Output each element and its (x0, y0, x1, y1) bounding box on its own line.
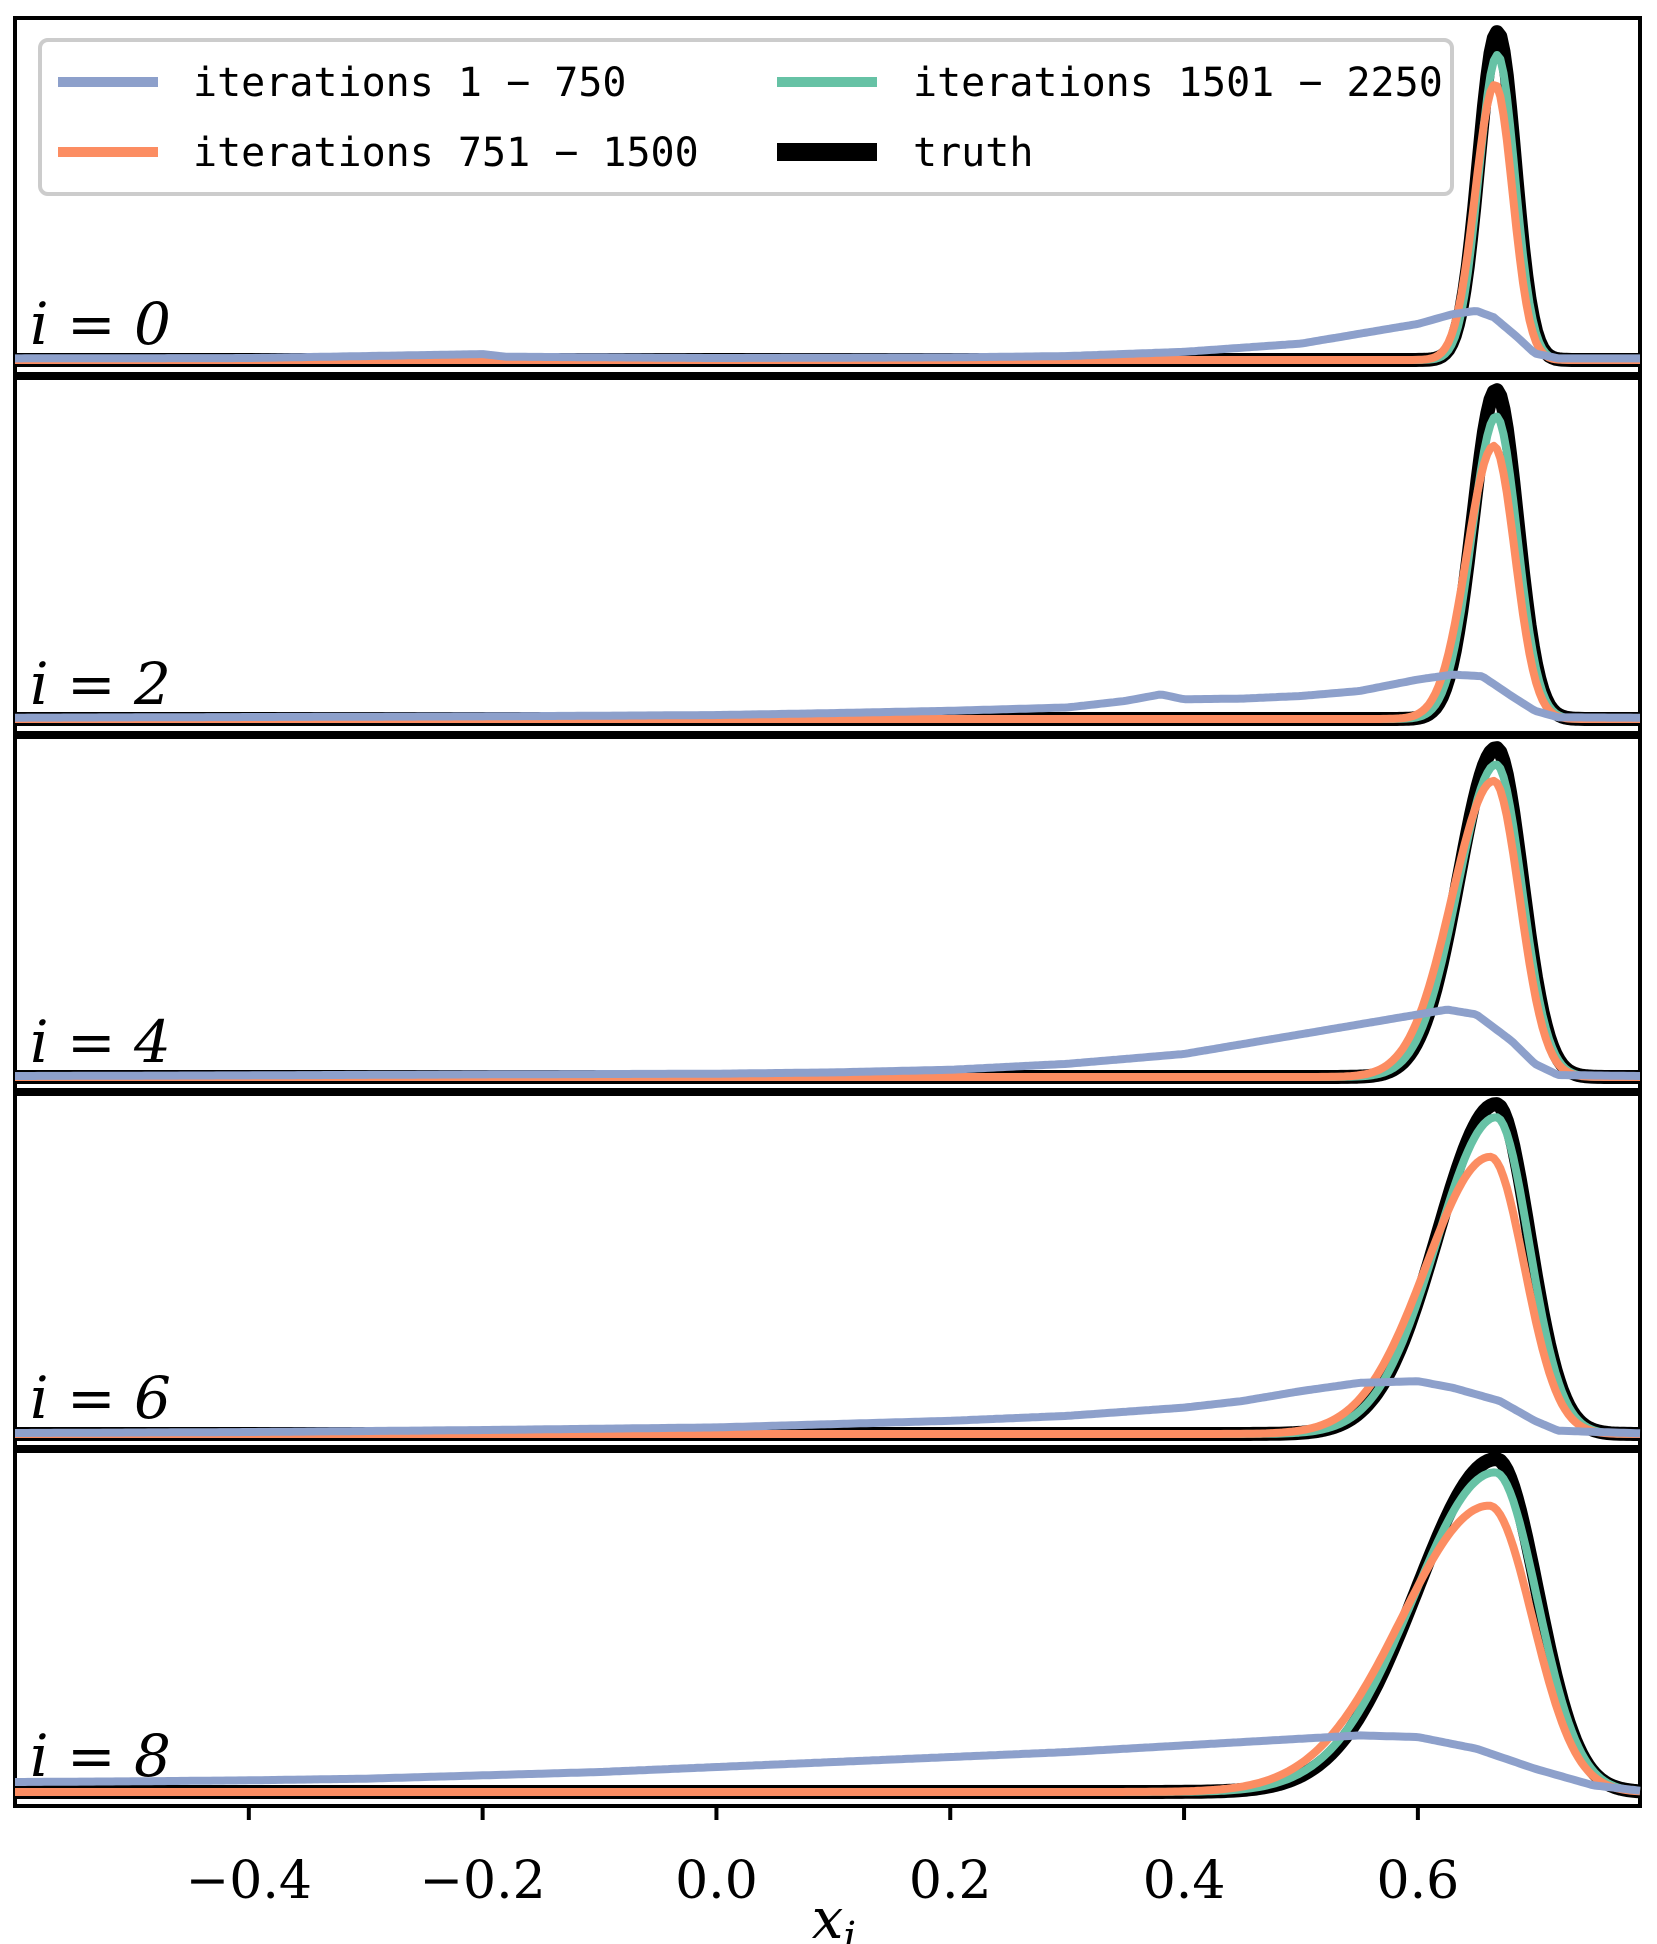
x-tick-label: 0.6 (1377, 1851, 1460, 1911)
panel-1: i = 2 (11, 376, 1644, 735)
legend-label-truth: truth (913, 130, 1033, 176)
panel-label: i = 8 (30, 1722, 171, 1790)
x-tick-label: −0.2 (419, 1851, 545, 1911)
legend-label-mid: iterations 751 − 1500 (193, 130, 699, 176)
panel-frame (13, 1449, 1642, 1808)
early-iterations-line (14, 307, 1641, 363)
legend-label-late: iterations 1501 − 2250 (913, 60, 1443, 106)
x-axis-label: xi (812, 1887, 856, 1944)
legend-label-early: iterations 1 − 750 (193, 60, 626, 106)
panel-4: i = 8 (11, 1449, 1644, 1808)
panel-0: i = 0 (11, 16, 1644, 376)
x-tick-label: 0.4 (1143, 1851, 1226, 1911)
panel-label: i = 2 (30, 650, 171, 718)
late-iterations-line (14, 412, 1641, 723)
panel-frame (13, 735, 1642, 1092)
mid-iterations-line (14, 776, 1641, 1081)
mid-iterations-line (14, 1152, 1641, 1438)
early-iterations-line (14, 670, 1641, 722)
late-iterations-line (14, 760, 1641, 1081)
x-axis: −0.4 −0.2 0.0 0.2 0.4 0.6 (186, 1806, 1460, 1911)
x-tick-label: −0.4 (186, 1851, 312, 1911)
panel-2: i = 4 (11, 735, 1644, 1092)
early-iterations-line (14, 1377, 1641, 1438)
legend-frame (38, 38, 1454, 196)
mid-iterations-line (14, 441, 1641, 723)
mid-iterations-line (14, 1501, 1641, 1796)
panel-3: i = 6 (11, 1092, 1644, 1449)
truth-line (11, 383, 1644, 726)
legend: iterations 1 − 750 iterations 751 − 1500… (38, 38, 1454, 196)
early-iterations-line (14, 1731, 1641, 1795)
x-tick-label: 0.2 (909, 1851, 992, 1911)
panel-label: i = 4 (30, 1008, 171, 1076)
x-tick-label: 0.0 (675, 1851, 758, 1911)
panels: i = 0 i = 2 i = 4 i = 6 i = 8 (11, 16, 1644, 1808)
panel-frame (13, 376, 1642, 735)
panel-frame (13, 16, 1642, 376)
panel-label: i = 0 (30, 290, 171, 358)
early-iterations-line (14, 1005, 1641, 1080)
panel-label: i = 6 (30, 1364, 171, 1432)
late-iterations-line (14, 1113, 1641, 1438)
truth-line (11, 741, 1644, 1084)
panel-frame (13, 1092, 1642, 1449)
